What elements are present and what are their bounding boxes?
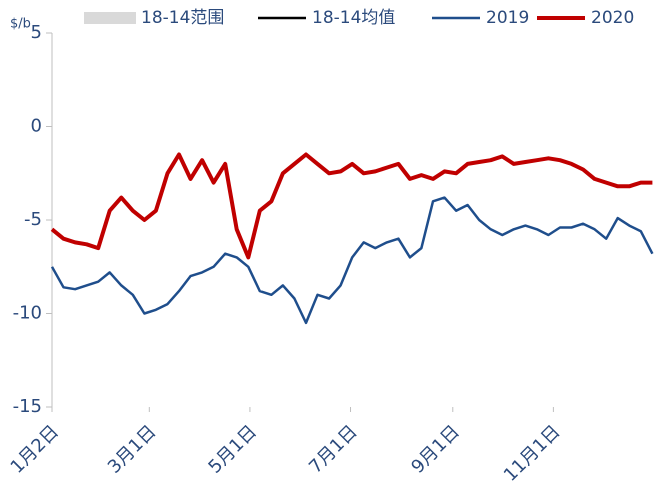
x-tick-label: 1月2日 xyxy=(7,421,64,478)
x-tick-label: 7月1日 xyxy=(305,421,362,478)
legend-swatch xyxy=(84,12,136,24)
x-tick-label: 9月1日 xyxy=(407,421,464,478)
y-tick-label: -15 xyxy=(13,396,42,417)
y-tick-label: -5 xyxy=(24,209,42,230)
y-tick-label: 5 xyxy=(31,22,42,43)
y-tick-label: -10 xyxy=(13,303,42,324)
series-line xyxy=(50,196,654,325)
legend-label: 18-14范围 xyxy=(141,8,224,28)
legend-label: 2019 xyxy=(486,8,529,28)
series-line xyxy=(50,152,653,260)
legend-label: 18-14均值 xyxy=(312,8,395,28)
y-tick-label: 0 xyxy=(31,116,42,137)
x-tick-label: 11月1日 xyxy=(500,421,565,486)
x-tick-label: 3月1日 xyxy=(104,421,161,478)
y-axis-label: $/b xyxy=(10,17,31,32)
x-tick-label: 5月1日 xyxy=(204,421,261,478)
legend-label: 2020 xyxy=(591,8,634,28)
